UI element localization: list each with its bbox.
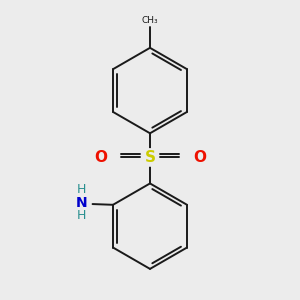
Text: H: H	[77, 183, 86, 196]
Text: O: O	[193, 150, 206, 165]
Text: S: S	[145, 150, 155, 165]
Text: N: N	[76, 196, 87, 210]
Text: H: H	[77, 209, 86, 222]
Text: O: O	[94, 150, 107, 165]
Text: CH₃: CH₃	[142, 16, 158, 25]
